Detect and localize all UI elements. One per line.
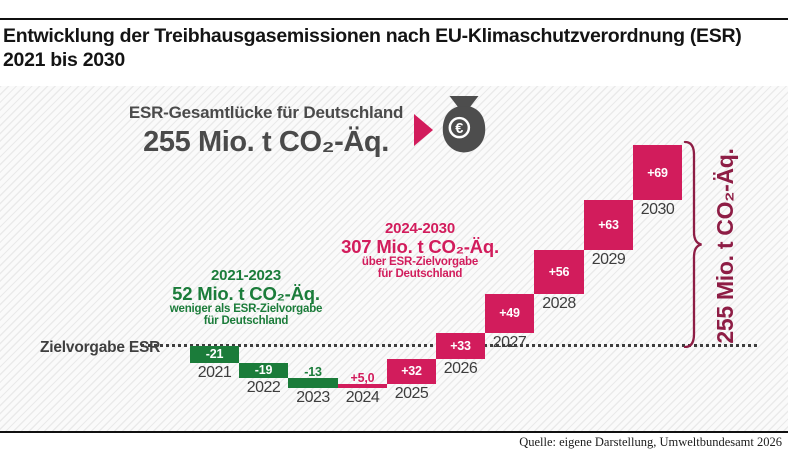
year-label-2028: 2028 (542, 294, 576, 312)
waterfall-bar-2029 (584, 199, 633, 250)
source-credit: Quelle: eigene Darstellung, Umweltbundes… (519, 435, 782, 449)
bar-value-label-2027: +49 (499, 306, 520, 321)
waterfall-bar-2028 (534, 249, 584, 294)
top-rule (0, 18, 788, 21)
bar-value-label-2030: +69 (647, 165, 668, 180)
annotation-pink-line1: über ESR-Zielvorgabe (361, 256, 479, 268)
callout-value: 255 Mio. t CO₂-Äq. (143, 126, 389, 158)
curly-brace-icon (683, 140, 703, 353)
waterfall-bar-2025 (387, 358, 436, 384)
year-label-2025: 2025 (394, 384, 429, 402)
annotation-green-line2: für Deutschland (203, 315, 289, 327)
annotation-green-value: 52 Mio. t CO₂-Äq. (172, 283, 320, 304)
year-label-2024: 2024 (345, 388, 380, 406)
annotation-green-2021-2023: 2021-2023 52 Mio. t CO₂-Äq. weniger als … (146, 267, 346, 327)
bottom-rule (0, 431, 788, 434)
page-title: Entwicklung der Treibhausgasemissionen n… (3, 25, 785, 72)
bar-value-label-2026: +33 (450, 338, 471, 353)
annotation-pink-value: 307 Mio. t CO₂-Äq. (341, 236, 499, 257)
bar-value-label-2021: -21 (205, 347, 224, 362)
waterfall-bar-2026 (436, 332, 485, 359)
year-label-2023: 2023 (296, 388, 330, 406)
year-label-2022: 2022 (246, 378, 281, 396)
bar-value-label-2029: +63 (598, 217, 619, 232)
annotation-pink-2024-2030: 2024-2030 307 Mio. t CO₂-Äq. über ESR-Zi… (320, 220, 520, 280)
bar-value-label-2028: +56 (548, 264, 570, 279)
arrow-right-icon (414, 114, 433, 146)
year-label-2021: 2021 (197, 363, 232, 381)
bar-value-label-2025: +32 (401, 364, 422, 379)
bar-value-label-2023: -13 (304, 364, 322, 379)
total-gap-vertical-label: 255 Mio. t CO₂-Äq. (712, 148, 738, 344)
svg-text:€: € (455, 121, 463, 137)
baseline-label: Zielvorgabe ESR (40, 339, 161, 356)
waterfall-bar-2021 (190, 346, 239, 363)
waterfall-bar-2027 (485, 293, 534, 333)
annotation-pink-line2: für Deutschland (377, 268, 463, 280)
bar-value-label-2022: -19 (254, 363, 273, 378)
callout-label: ESR-Gesamtlücke für Deutschland (128, 103, 404, 122)
annotation-pink-period: 2024-2030 (385, 220, 455, 237)
waterfall-bar-2030 (633, 145, 682, 200)
year-label-2026: 2026 (443, 359, 478, 377)
bar-value-label-2024: +5,0 (350, 370, 375, 385)
year-label-2030: 2030 (640, 200, 675, 218)
title-line1: Entwicklung der Treibhausgasemissionen n… (3, 25, 742, 47)
annotation-green-period: 2021-2023 (211, 267, 281, 284)
annotation-green-line1: weniger als ESR-Zielvorgabe (169, 303, 323, 315)
waterfall-bar-2023 (288, 377, 338, 388)
year-label-2029: 2029 (591, 250, 626, 268)
waterfall-bar-2024 (338, 383, 387, 388)
money-bag-euro-icon: € (440, 96, 488, 159)
waterfall-bar-2022 (239, 362, 288, 378)
title-line2: 2021 bis 2030 (3, 48, 125, 71)
year-label-2027: 2027 (492, 333, 527, 351)
